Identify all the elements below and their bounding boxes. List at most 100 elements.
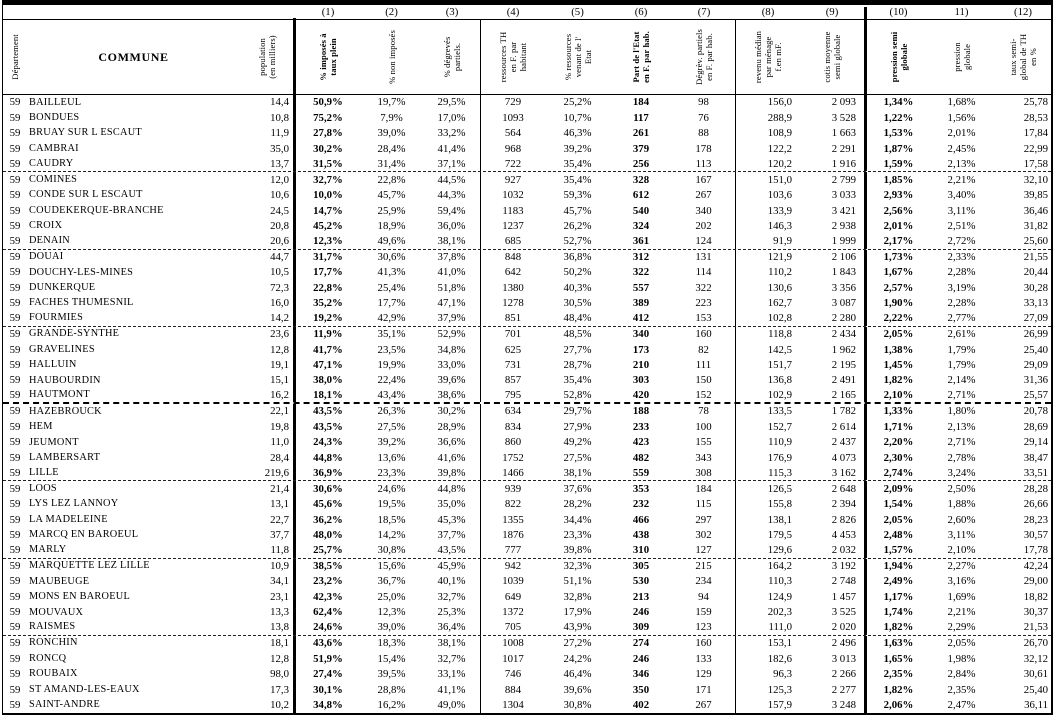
cell-dept: 59 (9, 204, 21, 217)
cell-c10: 2,10% (883, 388, 914, 401)
cell-c11: 2,78% (947, 451, 976, 464)
table-row: 59 CROIX 20,8 45,2% 18,9% 36,0% 1237 26,2% 324 20… (3, 218, 1051, 235)
cell-c12: 32,10 (1023, 173, 1048, 186)
cell-dept: 59 (9, 652, 21, 665)
cell-c2: 39,2% (377, 436, 406, 449)
cell-c4: 942 (504, 559, 522, 572)
cell-c11: 2,10% (947, 543, 976, 556)
header-c8: revenu médian par ménage f.en mF. (752, 30, 784, 84)
cell-commune: GRAVELINES (29, 343, 95, 355)
cell-c3: 35,0% (423, 496, 481, 513)
cell-c9: 1 663 (800, 125, 867, 142)
cell-c5: 29,7% (563, 405, 592, 418)
cell-c4: 939 (504, 482, 522, 495)
cell-c6: 310 (632, 543, 650, 556)
table-row: 59 LOOS 21,4 30,6% 24,6% 44,8% 939 37,6% 353 184 1… (3, 481, 1051, 497)
cell-c5: 27,9% (563, 420, 592, 433)
table-row: 59 RONCQ 12,8 51,9% 15,4% 32,7% 1017 24,2% 246 13… (3, 651, 1051, 667)
cell-c9: 3 421 (800, 203, 867, 219)
cell-c2: 28,4% (377, 142, 406, 155)
cell-c4: 834 (504, 420, 522, 433)
cell-c3: 33,0% (423, 357, 481, 374)
cell-c11: 1,80% (947, 405, 976, 418)
cell-c3: 41,0% (423, 264, 481, 281)
cell-population: 16,0 (240, 295, 296, 312)
cell-c2: 18,3% (377, 637, 406, 650)
cell-c10: 1,71% (883, 420, 914, 433)
cell-dept: 59 (9, 219, 21, 232)
cell-c10: 1,65% (883, 652, 914, 665)
cell-c4: 777 (504, 543, 522, 556)
cell-c6: 303 (632, 374, 650, 387)
cell-dept: 59 (9, 388, 21, 401)
cell-c12: 36,46 (1023, 204, 1048, 217)
cell-c7: 98 (672, 95, 736, 111)
cell-c2: 19,7% (377, 96, 406, 109)
cell-c1: 47,1% (313, 359, 343, 372)
cell-c4: 1466 (502, 466, 524, 479)
cell-population: 44,7 (240, 249, 296, 265)
cell-c10: 2,56% (883, 204, 914, 217)
cell-population: 13,8 (240, 620, 296, 635)
cell-dept: 59 (9, 359, 21, 372)
cell-c2: 25,0% (377, 590, 406, 603)
cell-c5: 27,2% (563, 637, 592, 650)
cell-c2: 12,3% (377, 606, 406, 619)
cell-c12: 28,23 (1023, 513, 1048, 526)
cell-c12: 26,99 (1023, 328, 1048, 341)
cell-c3: 39,8% (423, 465, 481, 481)
cell-dept: 59 (9, 96, 21, 109)
cell-c1: 36,2% (313, 513, 343, 526)
cell-c9: 2 277 (800, 682, 867, 698)
cell-c5: 17,9% (563, 606, 592, 619)
cell-c3: 41,1% (423, 682, 481, 698)
cell-c11: 1,79% (947, 343, 976, 356)
table-row: 59 JEUMONT 11,0 24,3% 39,2% 36,6% 860 49,2% 423 1… (3, 434, 1051, 451)
cell-c7: 123 (672, 620, 736, 635)
cell-c1: 11,9% (313, 328, 343, 341)
cell-c2: 15,6% (377, 559, 406, 572)
cell-c9: 1 843 (800, 264, 867, 281)
cell-c2: 18,5% (377, 513, 406, 526)
cell-c7: 171 (672, 682, 736, 698)
cell-c10: 1,59% (883, 157, 914, 170)
cell-c6: 353 (632, 482, 650, 495)
cell-c9: 2 648 (800, 481, 867, 497)
cell-commune: ROUBAIX (29, 668, 78, 680)
cell-c5: 39,6% (563, 683, 592, 696)
cell-c6: 379 (632, 142, 650, 155)
cell-c9: 2 165 (800, 388, 867, 403)
cell-c10: 2,06% (883, 699, 914, 711)
cell-c10: 1,90% (883, 297, 914, 310)
cell-commune: MONS EN BAROEUL (29, 591, 131, 603)
cell-c8: 151,7 (767, 359, 792, 372)
cell-c3: 17,0% (423, 110, 481, 126)
cell-c9: 2 195 (800, 357, 867, 374)
cell-c11: 2,71% (947, 388, 976, 401)
cell-c1: 30,6% (313, 482, 343, 495)
cell-c7: 223 (672, 295, 736, 312)
cell-c3: 40,1% (423, 574, 481, 590)
cell-c11: 1,88% (947, 498, 976, 511)
cell-commune: CONDE SUR L ESCAUT (29, 189, 143, 201)
cell-commune: MARCQ EN BAROEUL (29, 529, 139, 541)
cell-c9: 2 266 (800, 666, 867, 683)
cell-c11: 3,11% (947, 529, 976, 542)
cell-c4: 564 (504, 127, 522, 140)
cell-c2: 30,6% (377, 250, 406, 263)
cell-dept: 59 (9, 328, 21, 341)
cell-c2: 36,7% (377, 575, 406, 588)
cell-dept: 59 (9, 343, 21, 356)
table-row: 59 COUDEKERQUE-BRANCHE 24,5 14,7% 25,9% 59,4%… (3, 203, 1051, 219)
header-population: population (en milliers) (240, 20, 296, 94)
cell-c10: 1,34% (883, 96, 914, 109)
table-row: 59 GRAVELINES 12,8 41,7% 23,5% 34,8% 625 27,7% 1… (3, 342, 1051, 358)
cell-c8: 122,2 (767, 142, 792, 155)
cell-population: 11,8 (240, 543, 296, 558)
cell-c6: 361 (632, 234, 650, 247)
cell-c7: 76 (672, 110, 736, 126)
cell-c1: 27,4% (313, 668, 343, 681)
cell-dept: 59 (9, 281, 21, 294)
cell-c4: 822 (504, 498, 522, 511)
column-number-7: (7) (697, 6, 711, 19)
